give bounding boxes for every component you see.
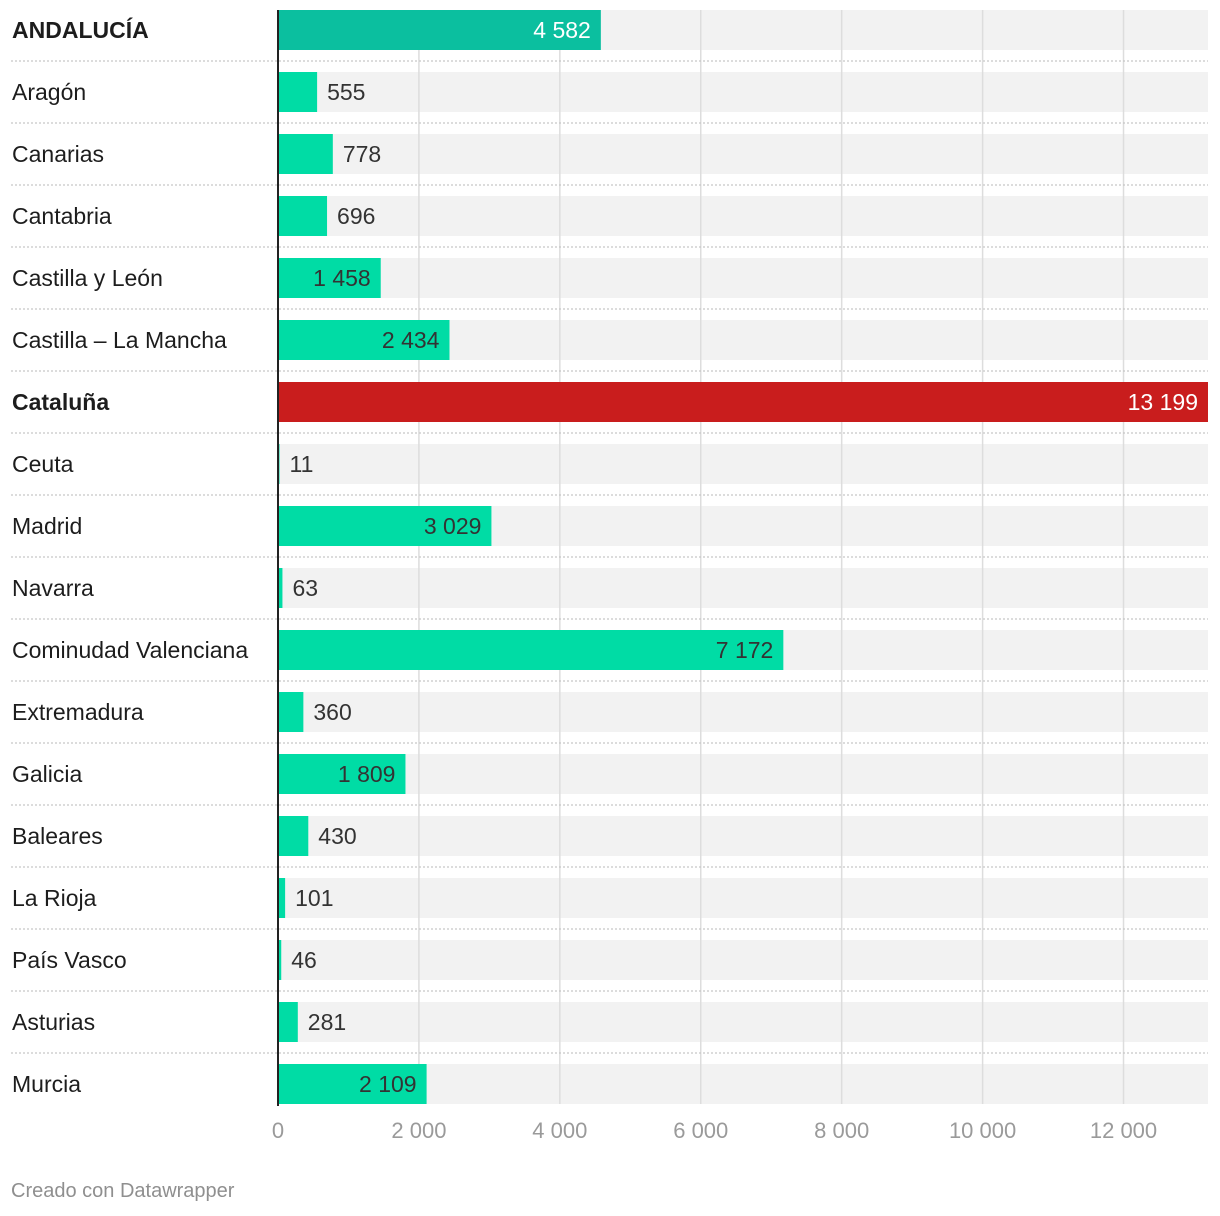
background-bar (278, 72, 1208, 112)
bar (278, 72, 318, 112)
bar (278, 568, 283, 608)
category-label: Cantabria (12, 203, 112, 229)
category-label: Extremadura (12, 699, 144, 725)
category-label: Ceuta (12, 451, 74, 477)
value-label: 3 029 (424, 513, 482, 539)
value-label: 101 (295, 885, 333, 911)
value-label: 281 (308, 1009, 346, 1035)
value-label: 778 (343, 141, 381, 167)
bar (278, 134, 333, 174)
category-label: Asturias (12, 1009, 95, 1035)
x-tick-label: 10 000 (949, 1118, 1016, 1143)
bar (278, 940, 282, 980)
value-label: 555 (327, 79, 365, 105)
bar (278, 196, 328, 236)
value-label: 11 (290, 451, 314, 477)
background-bar (278, 878, 1208, 918)
background-bar (278, 196, 1208, 236)
background-bar (278, 134, 1208, 174)
category-label: Castilla y León (12, 265, 163, 291)
category-label: Castilla – La Mancha (12, 327, 227, 353)
category-label: Murcia (12, 1071, 81, 1097)
category-label: Cominudad Valenciana (12, 637, 248, 663)
bar (278, 506, 492, 546)
bar (278, 692, 304, 732)
bar (278, 1002, 298, 1042)
bar (278, 10, 601, 50)
value-label: 430 (318, 823, 356, 849)
x-tick-label: 4 000 (532, 1118, 587, 1143)
background-bar (278, 1002, 1208, 1042)
x-tick-label: 0 (272, 1118, 284, 1143)
value-label: 360 (313, 699, 351, 725)
category-label: Canarias (12, 141, 104, 167)
category-label: Aragón (12, 79, 86, 105)
category-label: País Vasco (12, 947, 127, 973)
category-label: Baleares (12, 823, 103, 849)
bar (278, 816, 309, 856)
x-tick-label: 8 000 (814, 1118, 869, 1143)
value-label: 1 809 (338, 761, 396, 787)
x-tick-label: 2 000 (391, 1118, 446, 1143)
bar (278, 630, 784, 670)
category-label: La Rioja (12, 885, 97, 911)
background-bar (278, 1064, 1208, 1104)
bar (278, 754, 406, 794)
category-label: Galicia (12, 761, 83, 787)
bar (278, 320, 450, 360)
value-label: 46 (291, 947, 317, 973)
value-label: 2 434 (382, 327, 440, 353)
bar (278, 1064, 427, 1104)
value-label: 7 172 (716, 637, 774, 663)
background-bar (278, 816, 1208, 856)
bar (278, 258, 381, 298)
value-label: 1 458 (313, 265, 371, 291)
category-label: Cataluña (12, 389, 109, 415)
value-label: 696 (337, 203, 375, 229)
value-label: 2 109 (359, 1071, 417, 1097)
background-bar (278, 568, 1208, 608)
footer-credit: Creado con Datawrapper (11, 1180, 235, 1202)
background-bar (278, 258, 1208, 298)
value-label: 13 199 (1128, 389, 1198, 415)
value-label: 63 (292, 575, 318, 601)
category-label: ANDALUCÍA (12, 16, 149, 43)
value-label: 4 582 (533, 17, 591, 43)
background-bar (278, 754, 1208, 794)
category-label: Navarra (12, 575, 94, 601)
background-bar (278, 940, 1208, 980)
background-bar (278, 444, 1208, 484)
background-bar (278, 692, 1208, 732)
category-label: Madrid (12, 513, 82, 539)
x-tick-label: 12 000 (1090, 1118, 1157, 1143)
x-tick-label: 6 000 (673, 1118, 728, 1143)
bar (278, 382, 1208, 422)
bar (278, 878, 286, 918)
